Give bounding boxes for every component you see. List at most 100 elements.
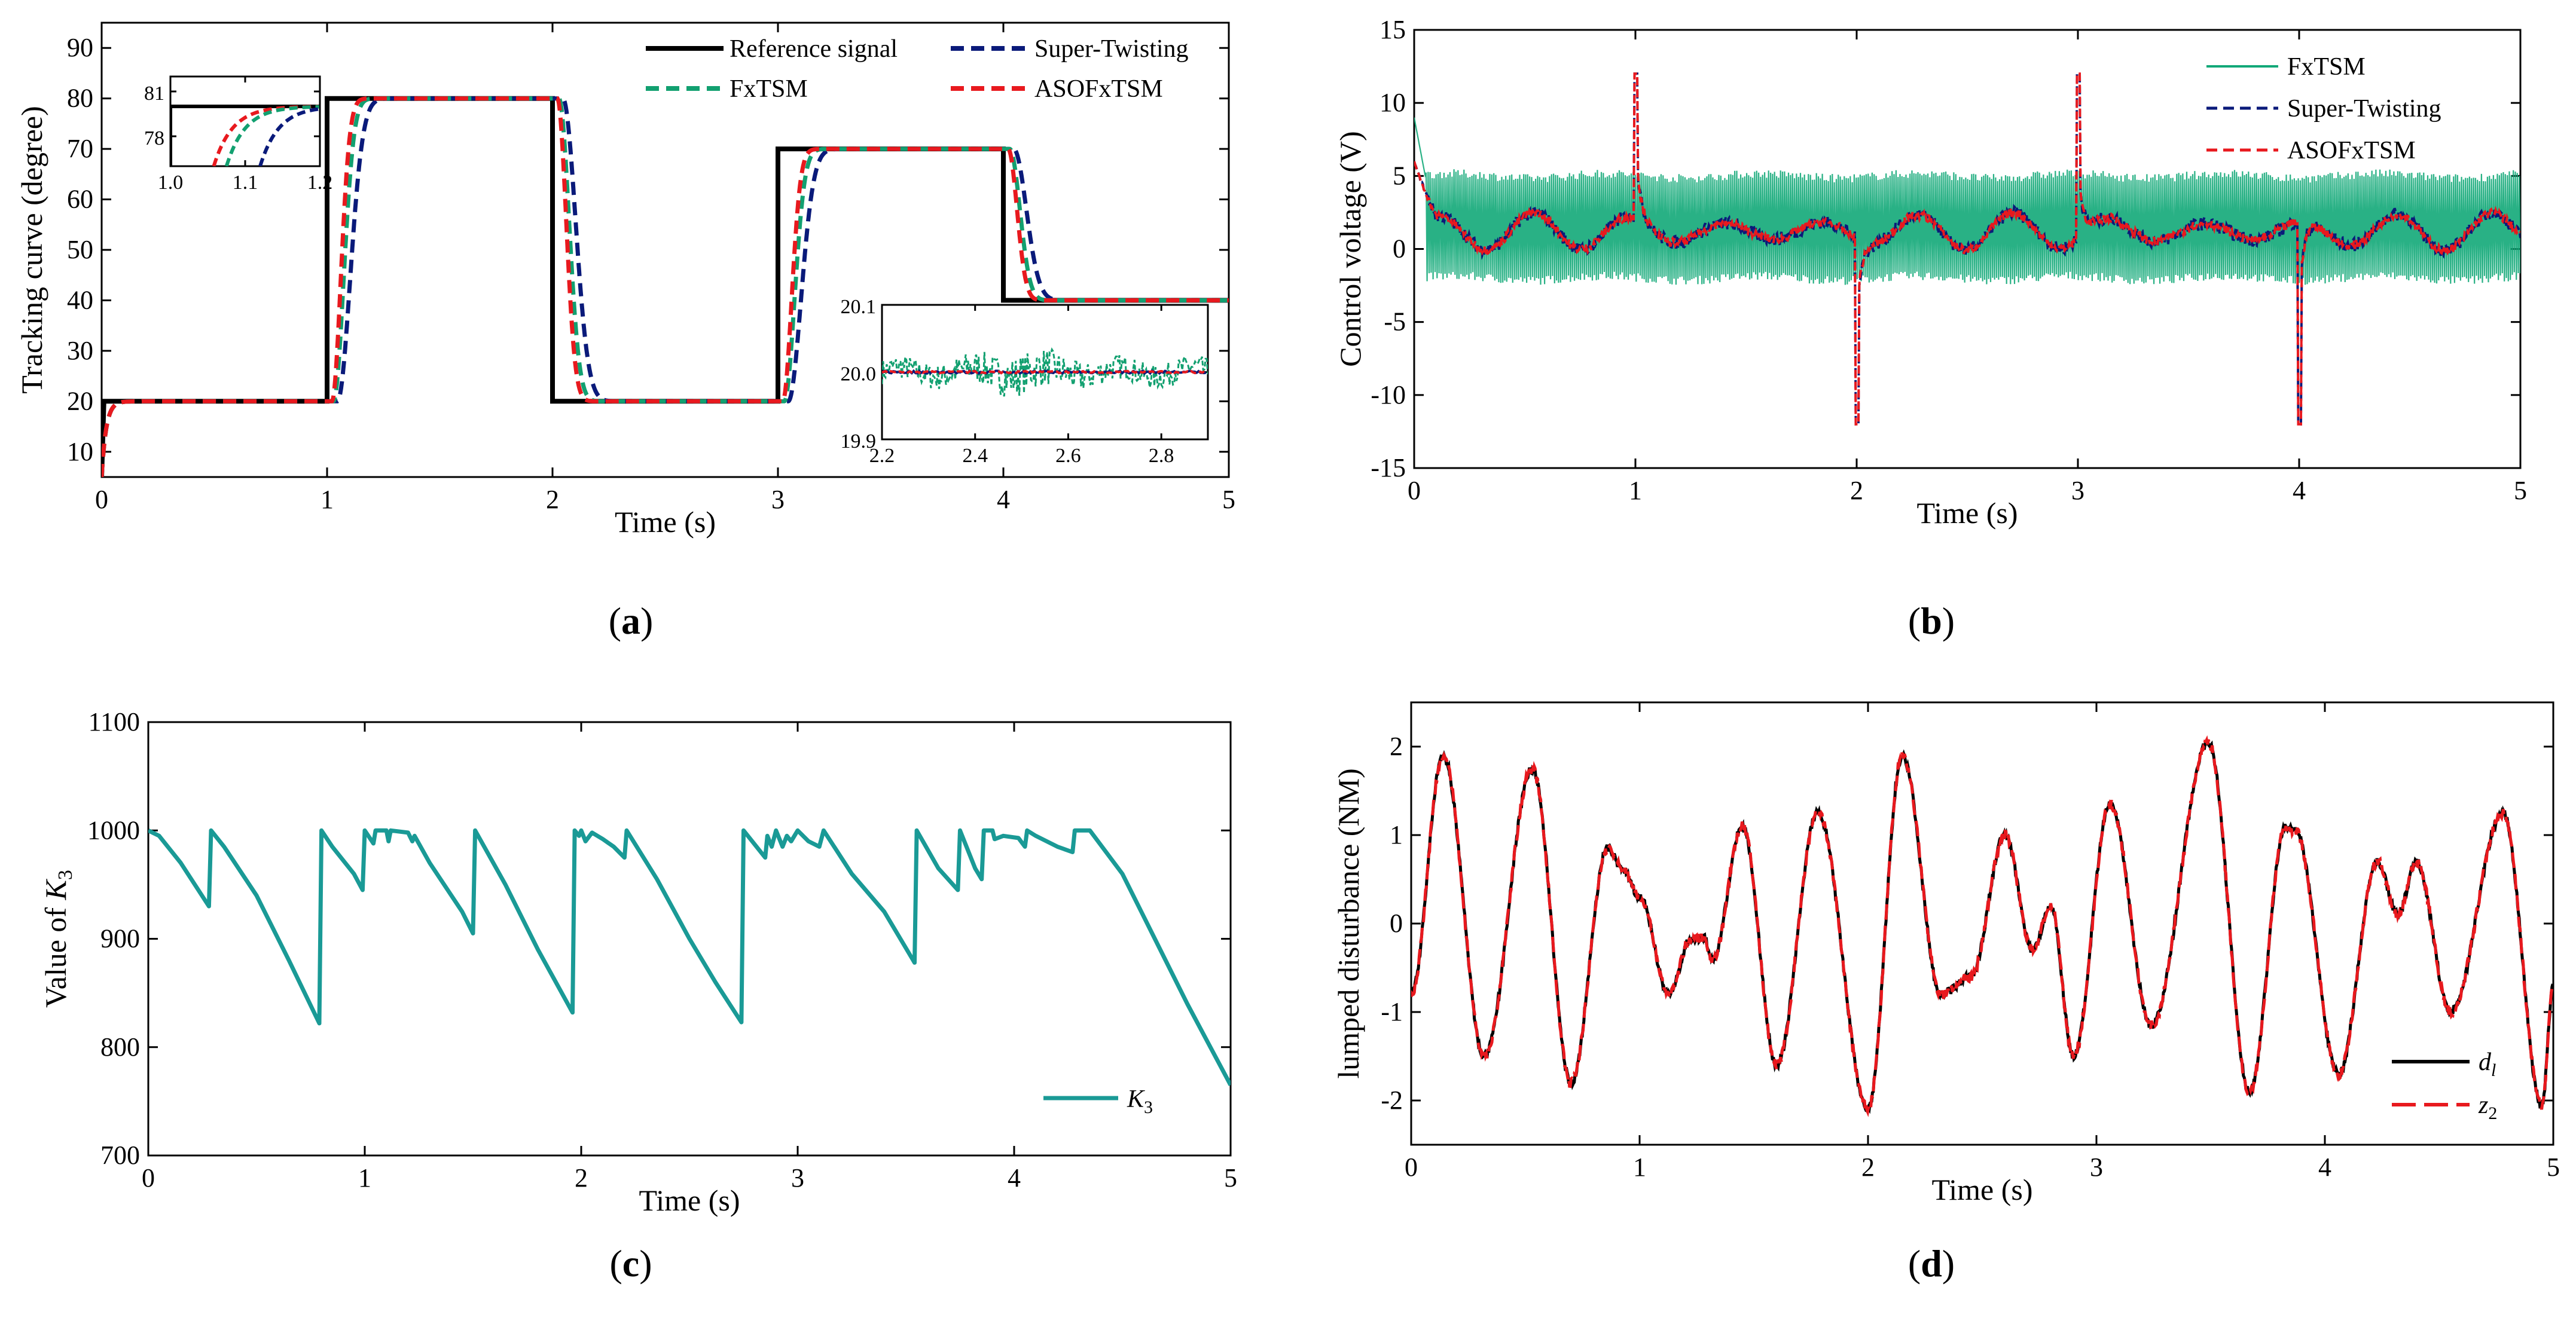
legend-label: FxTSM (730, 75, 808, 103)
inset-y-tick-label: 20.1 (841, 296, 877, 318)
x-tick-label: 3 (791, 1163, 804, 1193)
x-tick-label: 5 (1222, 485, 1235, 514)
legend: FxTSM Super-Twisting ASOFxTSM (2206, 53, 2441, 164)
legend-label: FxTSM (2287, 53, 2366, 81)
legend-sub: 2 (2488, 1103, 2497, 1123)
y-tick-label: -15 (1371, 453, 1406, 482)
inset-fxtsm (224, 105, 319, 166)
x-tick-label: 4 (2318, 1152, 2331, 1182)
series-group (1411, 735, 2553, 1117)
y-tick-label: 10 (67, 437, 93, 466)
y-axis-label: Value of K3 (39, 870, 77, 1008)
legend-var: z (2478, 1092, 2488, 1119)
y-tick-label: 90 (67, 33, 93, 62)
x-axis-label: Time (s) (615, 505, 716, 539)
x-tick-label: 2 (575, 1163, 588, 1193)
inset-series (882, 347, 1208, 397)
plot-frame (1410, 701, 2554, 1146)
inset-top-left: 1.0 1.1 1.2 78 81 (144, 75, 332, 194)
inset-frame (169, 75, 321, 167)
inset-y-tick-label: 19.9 (841, 430, 877, 453)
y-tick-label: 20 (67, 386, 93, 415)
y-tick-label: -5 (1384, 307, 1406, 337)
legend-label: Super-Twisting (2287, 95, 2441, 123)
x-tick-label: 0 (1408, 476, 1421, 505)
x-tick-label: 5 (1224, 1163, 1237, 1193)
inset-reference (170, 105, 320, 166)
y-axis-label: lumped disturbance (NM) (1332, 768, 1365, 1078)
x-tick-label: 0 (142, 1163, 155, 1193)
y-tick-label: 0 (1393, 234, 1406, 264)
x-tick-label: 4 (1008, 1163, 1021, 1193)
x-tick-label: 3 (771, 485, 785, 514)
legend-label: z2 (2478, 1092, 2497, 1123)
x-tick-label: 3 (2090, 1152, 2103, 1182)
x-tick-label: 1 (1629, 476, 1642, 505)
inset-series (170, 105, 320, 166)
y-tick-label: 900 (100, 924, 140, 953)
series-asofxtsm (1414, 72, 2520, 426)
y-tick-label: 15 (1379, 15, 1406, 44)
y-axis-label-var: K (39, 878, 72, 900)
panel-a: 0 1 2 3 4 5 10 20 30 40 50 60 70 80 90 Time (s) Tracking… (15, 22, 1235, 539)
series-fxtsm (1414, 117, 2520, 285)
inset-asofxtsm (212, 105, 319, 166)
x-axis-label: Time (s) (1931, 1173, 2032, 1206)
x-tick-label: 0 (95, 485, 108, 514)
y-axis-label: Tracking curve (degree) (15, 106, 48, 393)
inset-x-tick-label: 2.2 (869, 445, 895, 467)
inset-x-tick-label: 1.0 (158, 172, 184, 194)
inset-asofxtsm (882, 369, 1207, 375)
y-tick-label: 1000 (87, 815, 140, 845)
x-tick-label: 5 (2514, 476, 2527, 505)
legend-label: ASOFxTSM (1034, 75, 1163, 103)
inset-fxtsm-noise (882, 347, 1208, 397)
y-tick-label: 5 (1393, 161, 1406, 190)
y-tick-label: -2 (1381, 1086, 1403, 1115)
inset-x-tick-label: 2.8 (1149, 445, 1174, 467)
y-tick-label: 1 (1390, 820, 1403, 849)
series-group (1414, 72, 2520, 426)
legend-label: Reference signal (730, 35, 898, 63)
series-group (148, 828, 1231, 1086)
panel-b: 0 1 2 3 4 5 -15 -10 -5 0 5 10 15 Time (s) Control volt… (1333, 15, 2527, 530)
x-tick-label: 3 (2071, 476, 2084, 505)
y-tick-label: 50 (67, 235, 93, 264)
x-axis-label: Time (s) (639, 1184, 740, 1217)
y-tick-label: 0 (1390, 909, 1403, 938)
y-tick-label: 60 (67, 185, 93, 214)
inset-bottom-right: 2.2 2.4 2.6 2.8 19.9 20.0 20.1 (841, 296, 1209, 467)
series-group (102, 96, 1229, 477)
series-super-twisting (1414, 72, 2520, 426)
inset-y-tick-label: 81 (144, 82, 164, 105)
caption-a: (a) (609, 600, 654, 642)
inset-y-tick-label: 20.0 (841, 363, 877, 386)
y-tick-label: -10 (1371, 380, 1406, 409)
y-tick-label: 40 (67, 285, 93, 314)
panel-d: 0 1 2 3 4 5 -2 -1 0 1 2 Time (s) lumped disturbance … (1332, 701, 2560, 1206)
x-tick-label: 1 (1633, 1152, 1646, 1182)
y-tick-label: 70 (67, 134, 93, 163)
y-axis-label: Control voltage (V) (1333, 131, 1367, 366)
legend-var: K (1127, 1086, 1145, 1113)
series-z-2 (1411, 735, 2553, 1117)
series-asofxtsm (102, 96, 1229, 477)
x-axis-label: Time (s) (1916, 496, 2018, 530)
x-tick-label: 2 (1850, 476, 1863, 505)
x-tick-label: 1 (358, 1163, 371, 1193)
y-axis-label-text: Value of (39, 900, 72, 1008)
legend-sub: l (2491, 1060, 2496, 1080)
x-tick-label: 4 (2293, 476, 2306, 505)
y-tick-label: 800 (100, 1032, 140, 1062)
y-tick-label: 700 (100, 1141, 140, 1170)
x-tick-label: 2 (1861, 1152, 1875, 1182)
legend-label: K3 (1127, 1086, 1153, 1117)
legend-var: d (2479, 1048, 2492, 1076)
legend: Reference signal Super-Twisting FxTSM ASOFx… (646, 35, 1189, 103)
inset-super-twisting (258, 107, 319, 166)
legend-label: ASOFxTSM (2287, 137, 2416, 164)
inset-y-tick-label: 78 (144, 127, 164, 149)
y-tick-label: 1100 (88, 707, 140, 736)
